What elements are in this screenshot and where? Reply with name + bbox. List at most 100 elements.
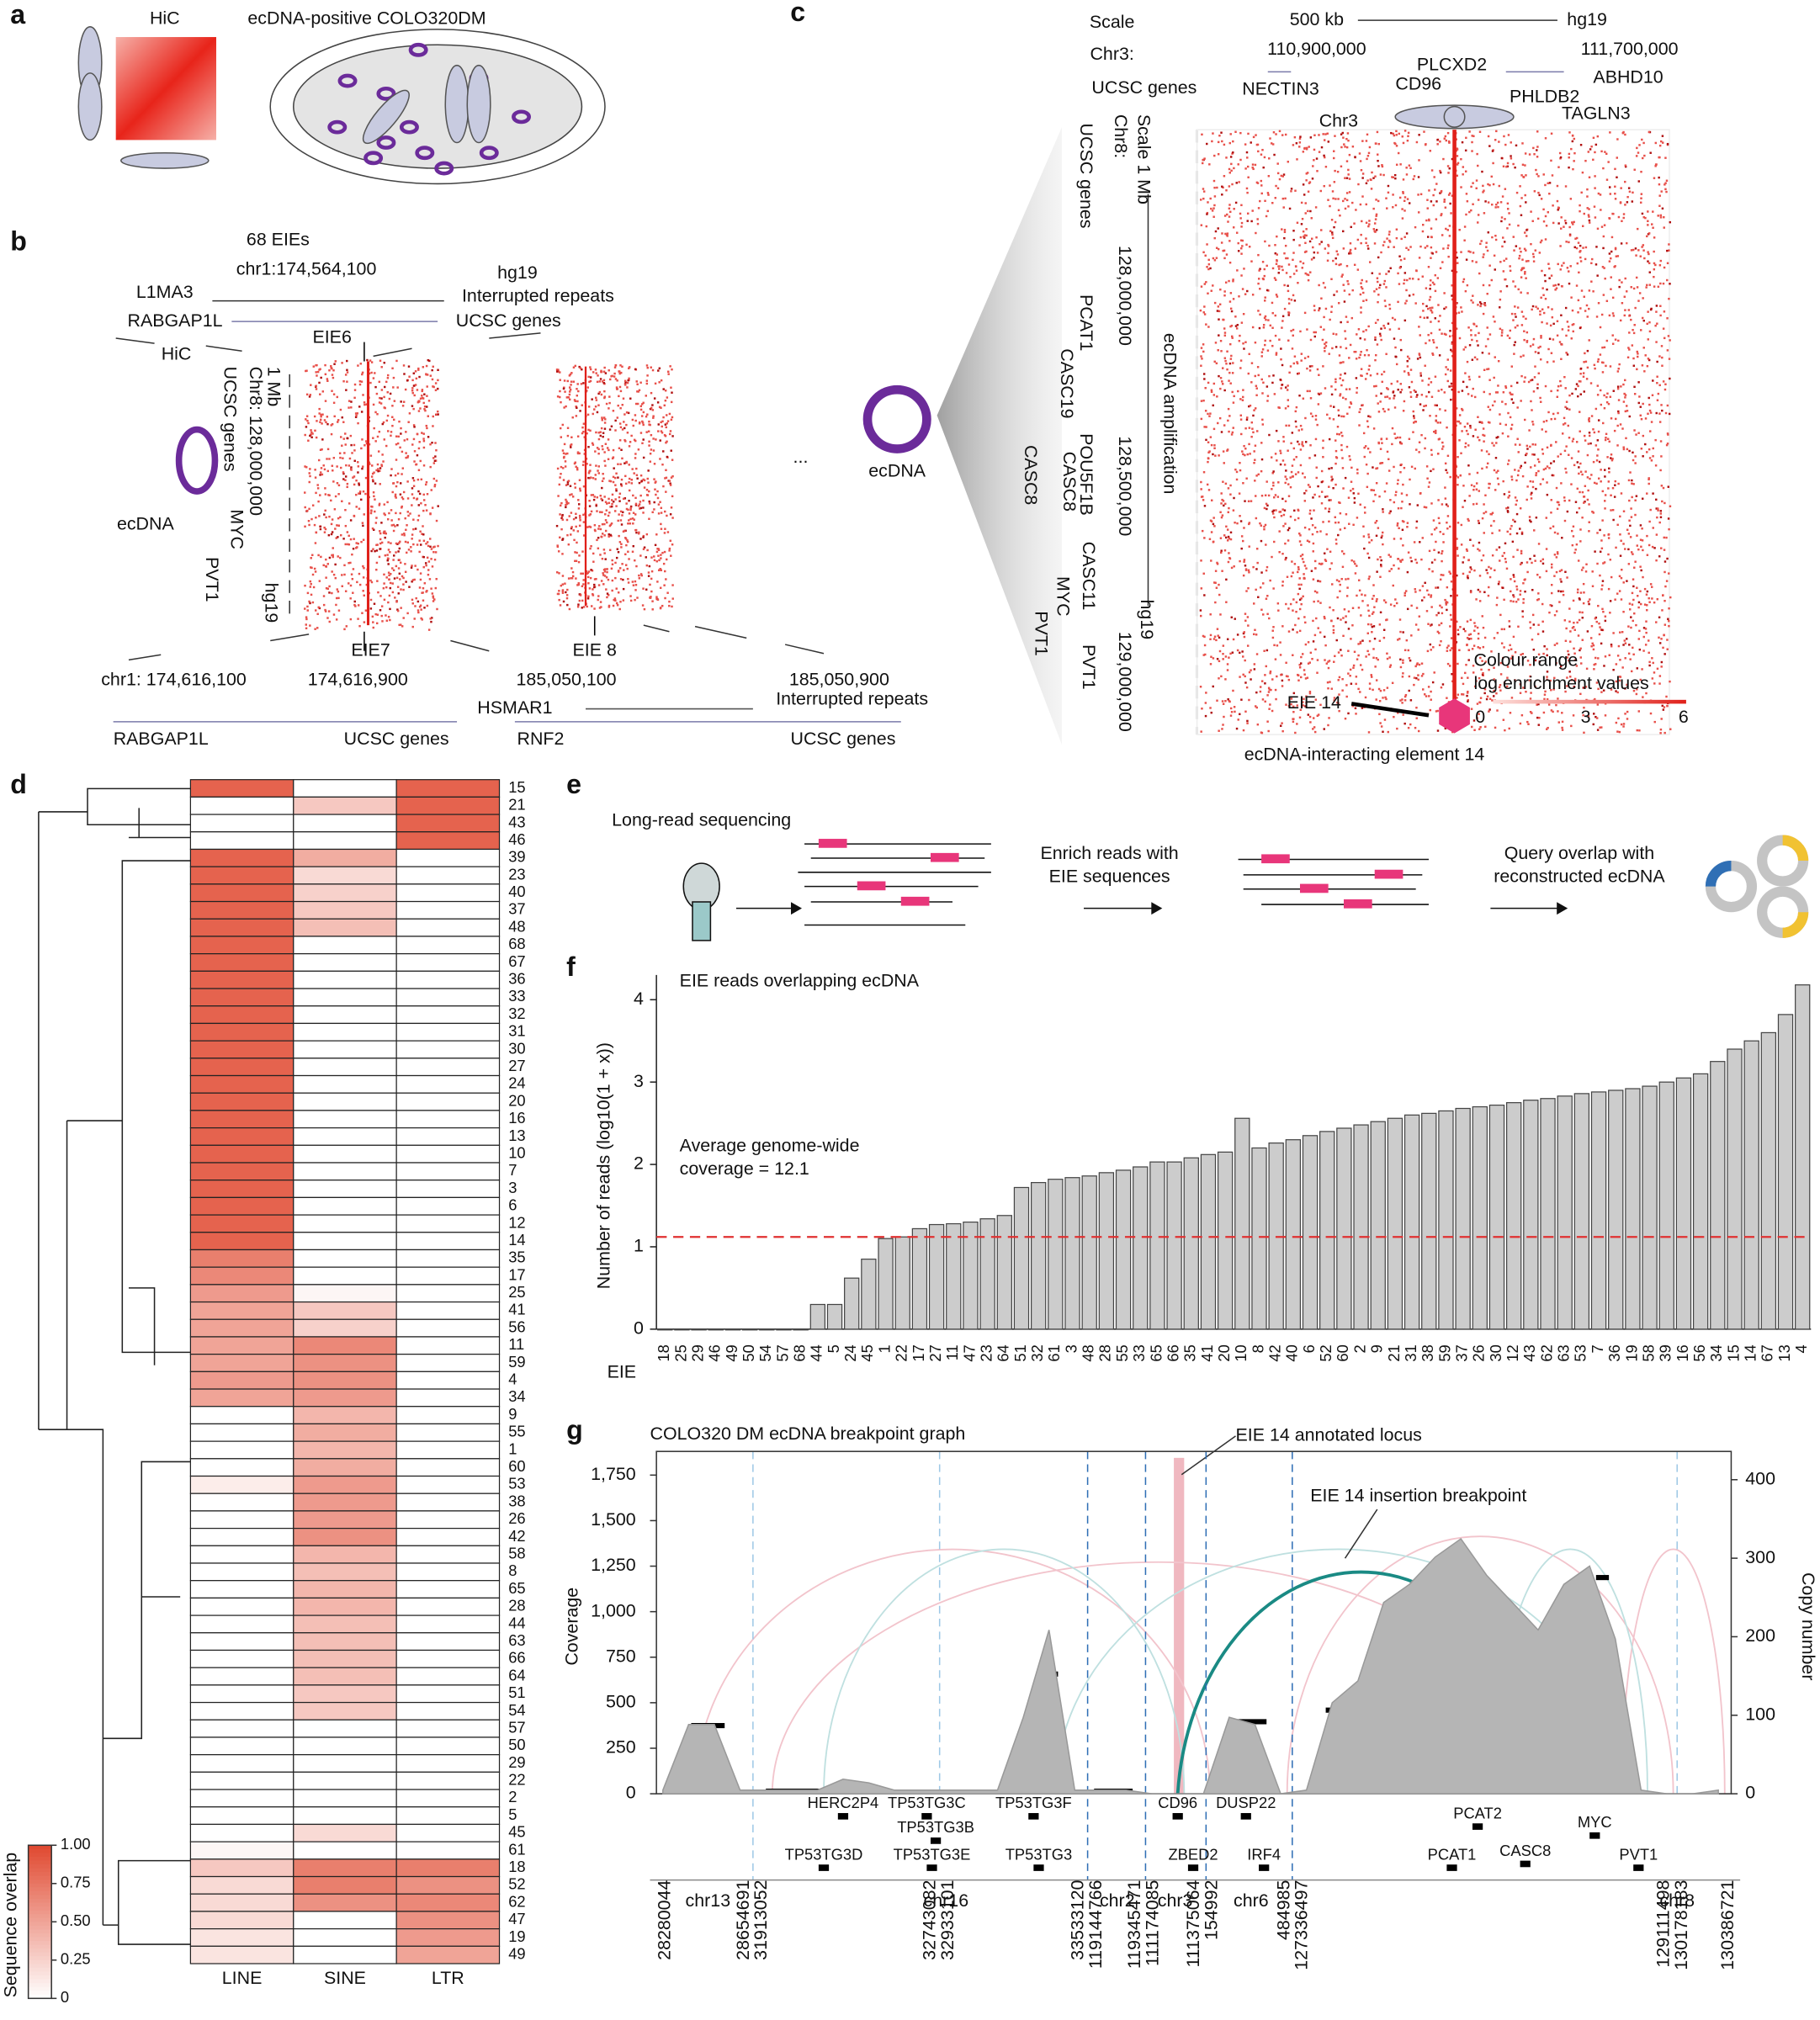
hic-pixel	[319, 421, 321, 423]
hic-pixel	[423, 607, 426, 609]
hic-pixel	[1420, 558, 1423, 561]
hic-pixel	[1403, 591, 1407, 595]
hic-pixel	[557, 495, 560, 497]
hic-pixel	[1229, 493, 1232, 496]
hic-pixel	[419, 604, 422, 607]
hic-pixel	[1516, 437, 1519, 440]
hic-pixel	[592, 371, 595, 374]
hic-pixel	[1263, 506, 1266, 510]
hic-pixel	[366, 358, 369, 362]
hic-pixel	[355, 547, 358, 549]
hic-pixel	[1209, 638, 1212, 641]
hic-pixel	[401, 625, 404, 628]
hic-pixel	[1495, 603, 1499, 607]
hic-pixel	[374, 385, 377, 389]
hic-pixel	[1467, 393, 1470, 395]
hic-pixel	[406, 438, 409, 441]
hic-pixel	[1394, 177, 1397, 180]
hic-pixel	[1435, 183, 1438, 185]
hic-pixel	[1564, 406, 1567, 409]
hic-pixel	[1305, 146, 1308, 150]
hic-pixel	[1304, 621, 1307, 624]
hic-pixel	[1512, 635, 1515, 639]
hic-pixel	[575, 465, 577, 469]
hic-pixel	[411, 625, 414, 628]
hic-pixel	[402, 617, 405, 619]
hic-pixel	[1320, 502, 1324, 505]
hic-pixel	[565, 500, 568, 503]
hic-pixel	[594, 405, 597, 408]
hic-pixel	[1456, 574, 1458, 577]
hic-pixel	[1531, 423, 1535, 426]
hic-pixel	[617, 404, 619, 407]
hic-pixel	[574, 482, 576, 485]
hic-pixel	[1561, 726, 1563, 729]
hic-pixel	[1399, 391, 1402, 394]
hic-pixel	[1292, 654, 1294, 656]
hic-pixel	[1275, 294, 1278, 296]
hic-pixel	[1614, 484, 1616, 486]
hic-pixel	[1333, 156, 1335, 160]
hic-pixel	[1292, 294, 1295, 297]
hic-pixel	[1382, 283, 1386, 285]
hic-pixel	[1488, 710, 1490, 713]
hic-pixel	[1334, 198, 1337, 200]
hic-pixel	[1510, 475, 1513, 478]
hic-pixel	[1632, 459, 1635, 462]
hic-pixel	[1323, 154, 1325, 157]
hic-pixel	[1374, 493, 1377, 496]
hic-pixel	[305, 426, 308, 428]
hic-pixel	[1612, 518, 1615, 522]
hic-pixel	[1546, 481, 1548, 484]
hic-pixel	[1200, 559, 1202, 562]
hic-pixel	[1600, 361, 1604, 363]
hic-pixel	[1405, 173, 1409, 176]
hic-pixel	[1519, 204, 1522, 208]
hic-pixel	[399, 561, 402, 564]
hic-pixel	[1611, 486, 1615, 490]
hic-pixel	[1559, 453, 1563, 456]
hic-pixel	[1238, 339, 1241, 342]
hic-pixel	[1430, 227, 1433, 230]
hic-pixel	[1310, 517, 1313, 520]
hic-pixel	[319, 471, 322, 474]
hic-pixel	[1393, 564, 1395, 567]
hic-pixel	[1639, 255, 1642, 257]
hic-pixel	[1335, 250, 1338, 252]
hic-pixel	[1578, 597, 1581, 600]
hic-pixel	[1536, 149, 1538, 151]
hic-pixel	[341, 362, 343, 364]
hic-pixel	[424, 483, 427, 486]
hic-pixel	[582, 606, 586, 608]
hic-pixel	[1600, 539, 1603, 542]
hic-pixel	[1606, 392, 1609, 395]
hic-pixel	[1345, 315, 1348, 318]
hic-pixel	[1395, 130, 1398, 133]
hic-pixel	[1424, 437, 1427, 440]
hic-pixel	[1588, 289, 1591, 292]
hic-pixel	[334, 360, 337, 363]
hic-pixel	[1528, 516, 1531, 518]
hic-pixel	[1255, 568, 1258, 570]
hic-pixel	[1579, 692, 1582, 696]
hic-pixel	[395, 435, 398, 437]
hic-pixel	[1649, 411, 1653, 414]
hic-pixel	[1226, 669, 1229, 671]
hic-pixel	[1429, 624, 1432, 627]
hic-pixel	[592, 477, 595, 480]
hic-pixel	[1337, 414, 1340, 417]
hic-pixel	[1600, 726, 1603, 729]
hic-pixel	[1467, 638, 1471, 640]
hic-pixel	[1555, 610, 1558, 612]
hic-pixel	[1503, 241, 1506, 243]
hic-pixel	[354, 605, 357, 607]
hic-pixel	[1415, 448, 1418, 451]
hic-pixel	[566, 588, 569, 591]
hic-pixel	[1281, 584, 1284, 587]
hic-pixel	[1418, 451, 1420, 453]
hic-pixel	[434, 382, 438, 384]
hic-pixel	[1583, 731, 1585, 734]
hic-pixel	[1296, 704, 1299, 707]
hic-pixel	[1568, 152, 1571, 156]
